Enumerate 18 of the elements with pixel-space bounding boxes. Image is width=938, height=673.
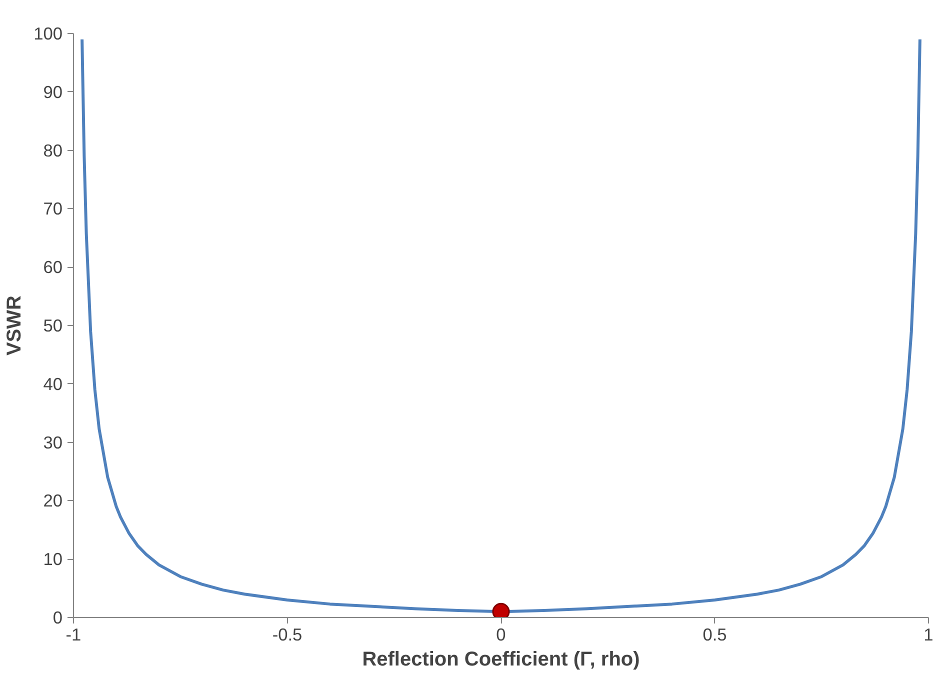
y-tick-label: 100	[34, 24, 63, 44]
y-tick-label: 50	[43, 316, 63, 336]
y-axis-title: VSWR	[4, 294, 26, 356]
x-tick-label: 1	[924, 624, 934, 644]
x-tick-label: 0.5	[702, 624, 727, 644]
y-tick-label: 70	[43, 198, 63, 219]
y-tick-label: 80	[43, 140, 63, 160]
y-tick-label: 20	[43, 490, 63, 511]
y-tick-label: 10	[43, 549, 63, 570]
x-tick-label: 0	[496, 624, 506, 644]
x-axis-title: Reflection Coefficient (Γ, rho)	[362, 648, 640, 670]
y-tick-label: 0	[52, 608, 63, 628]
x-tick-label: -1	[66, 624, 82, 644]
x-tick-label: -0.5	[272, 624, 302, 644]
y-tick-label: 90	[43, 82, 63, 102]
y-tick-label: 60	[43, 257, 63, 278]
y-tick-label: 40	[43, 374, 63, 394]
y-tick-label: 30	[43, 432, 63, 452]
